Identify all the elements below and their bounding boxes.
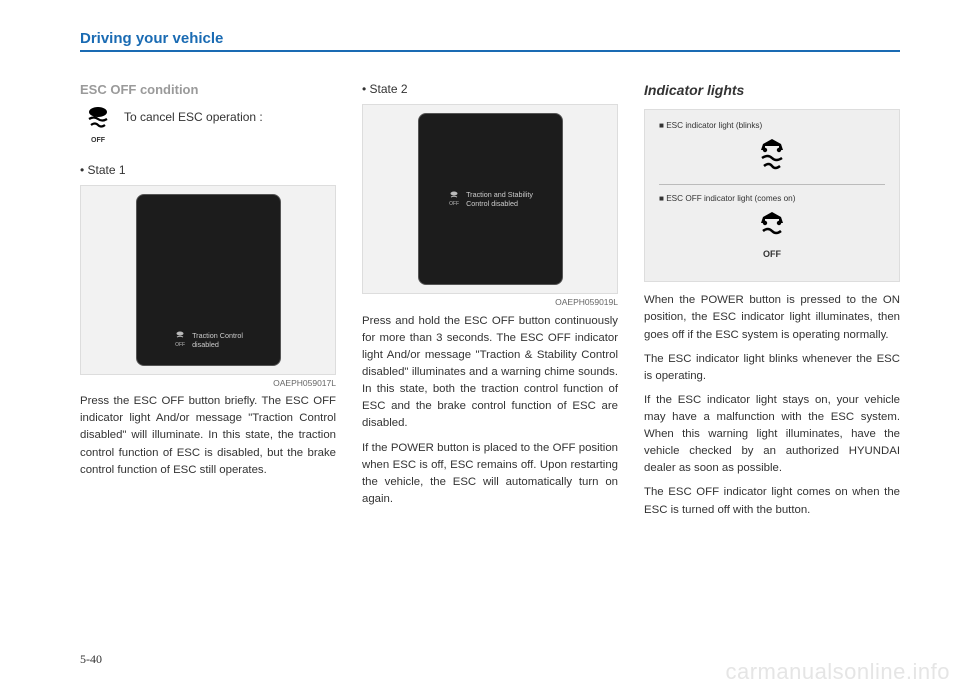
col1-para1: Press the ESC OFF button briefly. The ES… — [80, 393, 336, 479]
caption-1: OAEPH059017L — [80, 377, 336, 390]
state2-label: • State 2 — [362, 80, 618, 98]
device-icon-off: OFF — [173, 331, 187, 348]
device-state2: OFF Traction and Stability Control disab… — [418, 113, 563, 285]
col3-para1: When the POWER button is pressed to the … — [644, 292, 900, 343]
ind-label-2: ■ ESC OFF indicator light (comes on) — [659, 193, 885, 205]
col3-para3: If the ESC indicator light stays on, you… — [644, 392, 900, 478]
device-icon-off-2: OFF — [447, 191, 461, 208]
cancel-esc-text: To cancel ESC operation : — [124, 106, 263, 126]
esc-off-heading: ESC OFF condition — [80, 80, 336, 100]
col2-para2: If the POWER button is placed to the OFF… — [362, 440, 618, 508]
watermark: carmanualsonline.info — [725, 659, 950, 685]
header-rule — [80, 50, 900, 52]
esc-off-icon: OFF — [80, 106, 116, 147]
esc-off-indicator-icon: OFF — [659, 210, 885, 262]
caption-2: OAEPH059019L — [362, 296, 618, 309]
column-1: ESC OFF condition OFF To cancel ESC oper… — [80, 80, 336, 526]
device-text-1: Traction Control disabled — [192, 331, 243, 349]
column-3: Indicator lights ■ ESC indicator light (… — [644, 80, 900, 526]
col3-para4: The ESC OFF indicator light comes on whe… — [644, 484, 900, 518]
col3-para2: The ESC indicator light blinks whenever … — [644, 351, 900, 385]
off-label: OFF — [80, 136, 116, 147]
ind-off-label: OFF — [659, 248, 885, 262]
esc-indicator-icon — [659, 136, 885, 178]
ind-label-1: ■ ESC indicator light (blinks) — [659, 120, 885, 132]
column-2: • State 2 OFF Traction and Stability Con… — [362, 80, 618, 526]
indicator-box: ■ ESC indicator light (blinks) ■ ESC OFF… — [644, 109, 900, 282]
page-number: 5-40 — [80, 652, 102, 667]
device-state1: OFF Traction Control disabled — [136, 194, 281, 366]
col2-para1: Press and hold the ESC OFF button contin… — [362, 313, 618, 433]
screen-state2: OFF Traction and Stability Control disab… — [362, 104, 618, 294]
indicator-heading: Indicator lights — [644, 80, 900, 101]
screen-state1: OFF Traction Control disabled — [80, 185, 336, 375]
device-text-2: Traction and Stability Control disabled — [466, 190, 533, 208]
section-header: Driving your vehicle — [80, 30, 900, 50]
state1-label: • State 1 — [80, 161, 336, 179]
